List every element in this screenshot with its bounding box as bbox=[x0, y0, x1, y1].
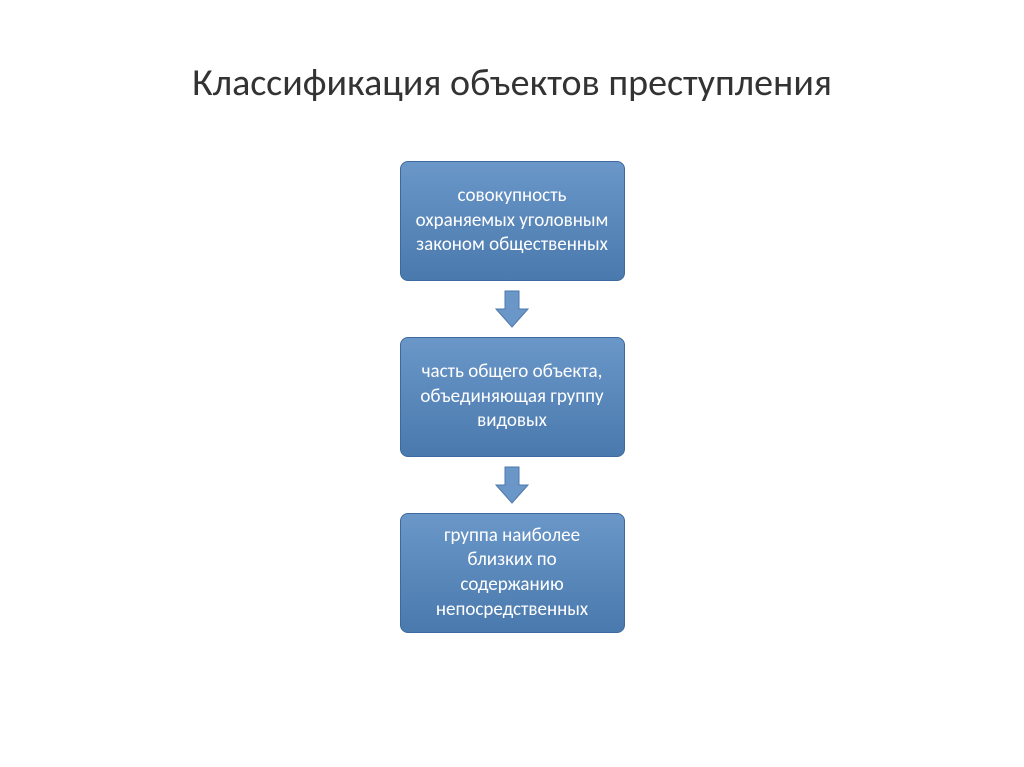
page-title: Классификация объектов преступления bbox=[192, 60, 832, 106]
node-label: часть общего объекта, объединяющая групп… bbox=[415, 360, 610, 434]
arrow-shape bbox=[496, 291, 528, 327]
arrow-down-icon bbox=[492, 289, 532, 329]
flowchart-node: часть общего объекта, объединяющая групп… bbox=[400, 337, 625, 457]
flowchart-node: группа наиболее близких по содержанию не… bbox=[400, 513, 625, 633]
arrow-down-icon bbox=[492, 465, 532, 505]
flowchart-node: совокупность охраняемых уголовным законо… bbox=[400, 161, 625, 281]
node-label: группа наиболее близких по содержанию не… bbox=[415, 524, 610, 623]
arrow-shape bbox=[496, 467, 528, 503]
node-label: совокупность охраняемых уголовным законо… bbox=[415, 184, 610, 258]
flowchart-container: совокупность охраняемых уголовным законо… bbox=[400, 161, 625, 633]
